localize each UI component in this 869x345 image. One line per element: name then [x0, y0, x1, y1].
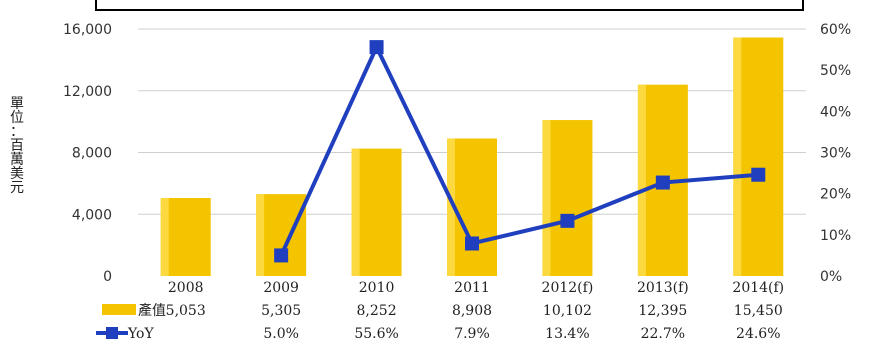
bar-value-label: 15,450 — [734, 303, 783, 319]
bar — [542, 120, 593, 276]
right-tick-label: 40% — [820, 104, 851, 120]
bar-highlight — [160, 197, 169, 276]
y-axis-label-char: ： — [10, 124, 24, 140]
yoy-point — [751, 167, 766, 182]
left-tick-label: 16,000 — [63, 22, 112, 38]
right-tick-label: 20% — [820, 187, 851, 203]
title-frame — [95, 0, 804, 11]
legend-bar-swatch — [102, 304, 136, 315]
data-table: 2008 2009 2010 2011 2012(f) 2013(f) 2014(f) 產值 Y… — [96, 280, 784, 342]
yoy-point — [465, 236, 479, 251]
y-axis-label-char: 單 — [10, 96, 24, 112]
bar-highlight — [637, 84, 646, 276]
bar-value-label: 10,102 — [543, 303, 592, 319]
y-axis-label-char: 元 — [10, 180, 24, 196]
category-label: 2008 — [168, 280, 204, 296]
y-axis-label-char: 萬 — [10, 152, 24, 168]
yoy-value-label: 13.4% — [545, 326, 589, 342]
yoy-value-label: 22.7% — [641, 326, 685, 342]
legend-line-label: YoY — [127, 326, 154, 342]
legend-bar-label: 產值 — [138, 302, 166, 319]
left-tick-label: 4,000 — [72, 207, 112, 223]
category-label: 2014(f) — [732, 280, 784, 296]
right-axis-ticks: 0% 10% 20% 30% 40% 50% 60% — [820, 22, 851, 285]
yoy-line — [279, 42, 759, 257]
yoy-point — [369, 40, 384, 55]
bar-highlight — [447, 138, 455, 276]
bar-highlight — [733, 37, 742, 276]
category-label: 2011 — [454, 280, 490, 296]
category-label: 2009 — [263, 280, 299, 296]
bar-value-label: 5,053 — [166, 303, 206, 319]
right-tick-label: 30% — [820, 146, 851, 162]
yoy-value-label: 7.9% — [454, 326, 490, 342]
yoy-point — [274, 248, 289, 263]
left-tick-label: 12,000 — [63, 84, 112, 100]
yoy-value-label: 55.6% — [354, 326, 398, 342]
left-tick-label: 0 — [103, 269, 112, 285]
right-tick-label: 50% — [820, 63, 851, 79]
legend-line-marker — [106, 327, 118, 339]
bar-highlight — [351, 148, 360, 276]
yoy-point — [655, 175, 670, 190]
yoy-value-label: 24.6% — [736, 326, 780, 342]
left-tick-label: 8,000 — [72, 146, 112, 162]
bar-value-label: 12,395 — [638, 303, 687, 319]
bar — [160, 197, 211, 276]
right-tick-label: 0% — [820, 269, 842, 285]
category-label: 2010 — [359, 280, 395, 296]
category-label: 2012(f) — [542, 280, 594, 296]
right-tick-label: 60% — [820, 22, 851, 38]
left-axis-ticks: 0 4,000 8,000 12,000 16,000 — [63, 22, 112, 285]
bar — [351, 148, 402, 276]
y-axis-label-char: 百 — [10, 138, 24, 154]
y-axis-label-char: 美 — [10, 166, 24, 182]
bar-value-label: 5,305 — [261, 303, 301, 319]
right-tick-label: 10% — [820, 228, 851, 244]
bar-value-label: 8,908 — [452, 303, 492, 319]
bar — [733, 37, 784, 276]
bar-highlight — [256, 194, 265, 276]
category-label: 2013(f) — [637, 280, 689, 296]
line-series — [274, 40, 766, 263]
bar-highlight — [542, 120, 551, 276]
yoy-value-label: 5.0% — [263, 326, 299, 342]
yoy-point — [560, 213, 575, 228]
y-axis-label-char: 位 — [10, 110, 24, 126]
bar-value-label: 8,252 — [357, 303, 397, 319]
